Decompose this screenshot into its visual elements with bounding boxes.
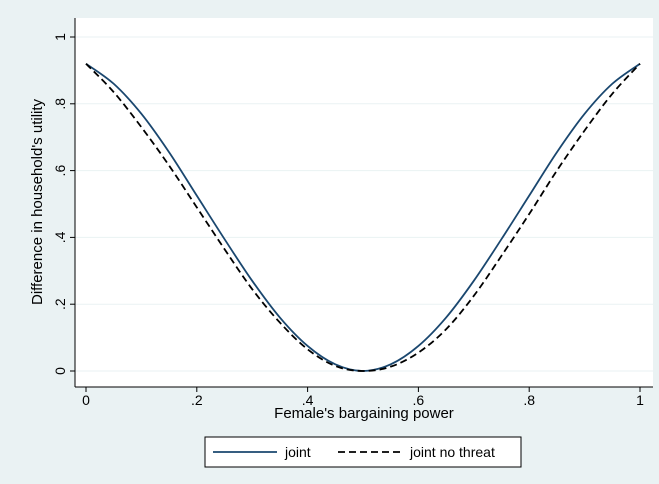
x-tick-label: .8 (523, 392, 535, 408)
x-axis-title: Female's bargaining power (274, 405, 454, 422)
y-axis-title: Difference in household's utility (29, 98, 46, 305)
x-tick-label: 1 (636, 392, 644, 408)
axes: 0 .2 .4 .6 .8 1 0 .2 .4 .6 .8 1 (52, 18, 653, 408)
legend: joint joint no threat (204, 436, 522, 468)
gridlines (75, 36, 653, 372)
x-tick-label: 0 (82, 392, 90, 408)
x-tick-label: .6 (413, 392, 425, 408)
series-group (85, 62, 641, 372)
y-tick-label: .2 (52, 298, 68, 310)
y-tick-label: .8 (52, 98, 68, 110)
series-line-joint-no-threat (85, 63, 641, 372)
x-tick-label: .4 (302, 392, 314, 408)
y-tick-label: 0 (52, 367, 68, 375)
legend-label: joint (284, 444, 311, 460)
legend-label: joint no threat (409, 444, 495, 460)
y-tick-label: .4 (52, 231, 68, 243)
plot-area (75, 18, 653, 387)
y-tick-label: .6 (52, 165, 68, 177)
x-tick-label: .2 (191, 392, 203, 408)
y-tick-label: 1 (52, 33, 68, 41)
